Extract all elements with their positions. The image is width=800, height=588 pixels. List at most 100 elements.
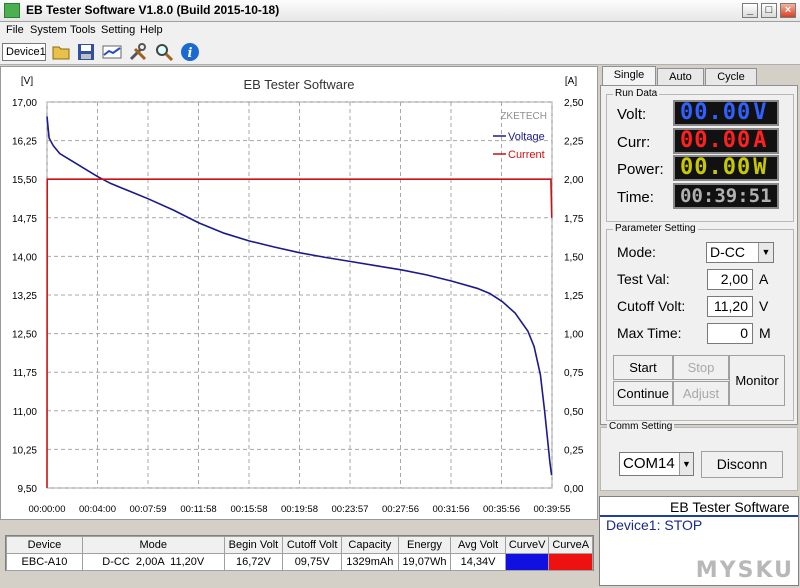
test-val-label: Test Val: — [617, 271, 670, 287]
chart-title: EB Tester Software — [243, 77, 354, 92]
chevron-down-icon[interactable]: ▼ — [679, 453, 693, 475]
menu-setting[interactable]: Setting — [101, 24, 136, 36]
parameter-setting-title: Parameter Setting — [613, 223, 698, 234]
header-energy: Energy — [397, 536, 452, 554]
tab-auto-test[interactable]: Auto Test — [657, 68, 704, 99]
max-time-label: Max Time: — [617, 325, 682, 341]
cell-cutoff-volt: 09,75V — [282, 553, 342, 571]
minimize-button[interactable]: _ — [742, 3, 758, 18]
open-folder-icon[interactable] — [51, 42, 71, 62]
header-mode: Mode — [81, 536, 225, 554]
watermark: MYSKU — [695, 558, 794, 583]
cell-energy: 19,07Wh — [397, 553, 452, 571]
y-left-tick-label: 13,25 — [12, 291, 37, 302]
chart-panel: 17,00 2,50 16,25 2,25 15,50 2,00 14,75 1,75 14,0… — [0, 66, 598, 520]
chevron-down-icon[interactable]: ▼ — [758, 243, 773, 262]
app-icon — [4, 3, 20, 18]
series-line-voltage — [46, 116, 553, 476]
volt-label: Volt: — [617, 106, 647, 123]
legend-voltage-label: Voltage — [508, 131, 545, 143]
mode-select[interactable]: D-CC ▼ — [706, 242, 774, 263]
header-device: Device — [6, 536, 83, 554]
table-header-row: Device Mode Begin Volt Cutoff Volt Capac… — [6, 536, 593, 554]
curve-voltage-swatch[interactable] — [504, 553, 550, 571]
y-right-tick-label: 2,50 — [564, 98, 584, 109]
disconnect-button[interactable]: Disconn — [701, 451, 783, 478]
y-right-unit-label: [A] — [565, 76, 577, 87]
y-left-tick-label: 11,75 — [13, 368, 38, 379]
y-right-tick-label: 0,00 — [564, 484, 584, 495]
adjust-button[interactable]: Adjust — [673, 381, 729, 406]
time-display: 00:39:51 — [673, 183, 779, 209]
voltage-current-chart: 17,00 2,50 16,25 2,25 15,50 2,00 14,75 1,75 14,0… — [12, 76, 584, 515]
y-right-tick-label: 1,50 — [564, 252, 584, 263]
x-tick-label: 00:31:56 — [433, 504, 470, 515]
cutoff-volt-input[interactable]: 11,20 — [707, 296, 753, 317]
status-panel: EB Tester Software Device1: STOP MYSKU — [599, 496, 799, 586]
y-left-unit-label: [V] — [21, 76, 33, 87]
y-right-tick-label: 2,00 — [564, 175, 584, 186]
chart-icon[interactable] — [102, 42, 122, 62]
x-tick-label: 00:00:00 — [29, 504, 66, 515]
start-button[interactable]: Start — [613, 355, 673, 380]
y-right-tick-label: 0,75 — [564, 368, 584, 379]
com-port-select[interactable]: COM14 ▼ — [619, 452, 694, 476]
y-left-tick-label: 17,00 — [12, 98, 37, 109]
y-left-tick-label: 14,75 — [12, 214, 37, 225]
header-begin-volt: Begin Volt — [223, 536, 284, 554]
test-val-unit: A — [759, 271, 769, 287]
tab-cycle-test[interactable]: Cycle Test — [705, 68, 757, 99]
continue-button[interactable]: Continue — [613, 381, 673, 406]
maximize-button[interactable]: □ — [761, 3, 777, 18]
header-capacity: Capacity — [340, 536, 399, 554]
info-icon[interactable]: i — [180, 42, 200, 62]
y-left-tick-label: 9,50 — [18, 484, 38, 495]
title-bar: EB Tester Software V1.8.0 (Build 2015-10… — [0, 0, 800, 22]
search-icon[interactable] — [154, 42, 174, 62]
volt-display: 00.00V — [673, 100, 779, 126]
comm-setting-title: Comm Setting — [607, 421, 675, 432]
curr-display: 00.00A — [673, 128, 779, 154]
tools-icon[interactable] — [128, 42, 148, 62]
y-right-tick-label: 0,25 — [564, 445, 584, 456]
table-row[interactable]: EBC-A10 D-CC 2,00A 11,20V 16,72V 09,75V … — [6, 553, 593, 571]
status-header: EB Tester Software — [600, 497, 798, 517]
legend-current-label: Current — [508, 149, 545, 161]
cutoff-volt-unit: V — [759, 298, 769, 314]
stop-button[interactable]: Stop — [673, 355, 729, 380]
menu-system[interactable]: System — [30, 24, 67, 36]
x-tick-label: 00:27:56 — [382, 504, 419, 515]
parameter-setting-group: Parameter Setting Mode: D-CC ▼ Test Val: … — [606, 223, 794, 421]
y-right-tick-label: 1,00 — [564, 330, 584, 341]
power-label: Power: — [617, 161, 664, 178]
x-tick-label: 00:11:58 — [180, 504, 216, 515]
save-icon[interactable] — [76, 42, 96, 62]
y-right-tick-label: 2,25 — [564, 137, 584, 148]
tab-single-test[interactable]: Single Test — [602, 66, 656, 97]
header-avg-volt: Avg Volt — [450, 536, 506, 554]
curve-current-swatch[interactable] — [548, 553, 593, 571]
comm-setting-group: Comm Setting COM14 ▼ Disconn — [600, 421, 798, 491]
chart-watermark: ZKETECH — [500, 111, 547, 122]
y-left-tick-label: 10,25 — [12, 445, 37, 456]
cutoff-volt-label: Cutoff Volt: — [617, 298, 686, 314]
device-selector[interactable]: Device1 — [2, 43, 46, 61]
y-left-tick-label: 15,50 — [12, 175, 37, 186]
cell-capacity: 1329mAh — [340, 553, 399, 571]
monitor-button[interactable]: Monitor — [729, 355, 785, 406]
max-time-input[interactable]: 0 — [707, 323, 753, 344]
x-tick-label: 00:15:58 — [231, 504, 268, 515]
y-left-tick-label: 16,25 — [12, 137, 37, 148]
x-tick-label: 00:04:00 — [79, 504, 116, 515]
x-tick-label: 00:39:55 — [534, 504, 571, 515]
y-right-tick-label: 1,75 — [564, 214, 584, 225]
menu-file[interactable]: File — [6, 24, 24, 36]
test-val-input[interactable]: 2,00 — [707, 269, 753, 290]
menu-help[interactable]: Help — [140, 24, 163, 36]
device-status-text: Device1: STOP — [606, 517, 703, 533]
svg-text:i: i — [188, 46, 193, 61]
close-button[interactable]: × — [780, 3, 796, 18]
toolbar: Device1 i — [0, 39, 800, 65]
run-data-title: Run Data — [613, 88, 660, 99]
menu-tools[interactable]: Tools — [70, 24, 96, 36]
